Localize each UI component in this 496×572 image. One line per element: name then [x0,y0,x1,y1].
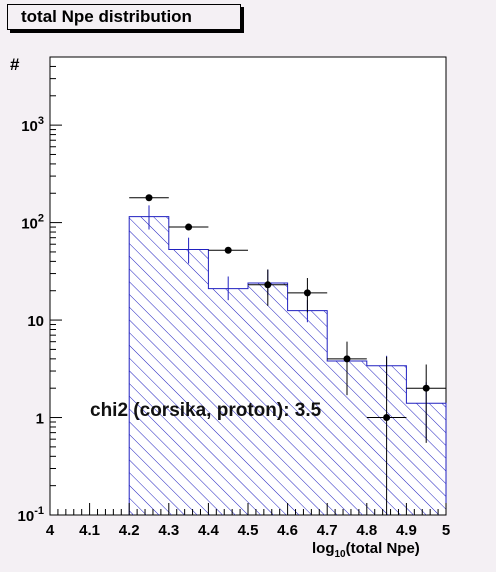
histogram-bar [287,310,328,515]
axes-layer: 4 4.1 4.2 4.3 4.4 4.5 4.6 4.7 4.8 4.9 510-11101021… [18,56,450,539]
x-tick-label: 4.1 [79,522,100,539]
x-tick-label: 4.7 [317,522,338,539]
histogram-bar [248,283,288,515]
y-tick-label: 10-1 [18,505,44,525]
data-point [224,246,232,254]
histogram-bar [208,288,248,515]
y-tick-label-exponent: 2 [38,213,44,225]
y-tick-label: 103 [21,115,44,135]
data-point [422,384,430,392]
x-tick-label: 4.5 [238,522,259,539]
x-tick-label: 4.9 [396,522,417,539]
x-tick-label: 5 [442,522,450,539]
histogram-outline [128,216,447,515]
histogram-bar [168,249,209,515]
data-point [185,223,193,231]
y-tick-label-base: 10 [18,508,35,525]
x-tick-label: 4.4 [198,522,220,539]
data-points-layer [129,194,446,515]
histogram-layer [128,205,447,515]
y-tick-label-base: 1 [36,411,44,428]
y-axis-label: # [10,55,20,74]
chart-annotation: chi2 (corsika, proton): 3.5 [90,400,322,421]
data-point [145,194,153,202]
data-point [383,414,391,422]
y-tick-label: 10 [27,313,44,330]
y-tick-label-base: 10 [27,313,44,330]
x-tick-label: 4.2 [119,522,140,539]
data-point [343,355,351,363]
histogram-bar [129,216,169,515]
data-point [303,289,311,297]
x-tick-label: 4.3 [158,522,179,539]
chart-title: total Npe distribution [7,4,241,30]
y-tick-label-exponent: 3 [38,115,44,127]
y-tick-label: 102 [21,213,44,233]
x-tick-label: 4 [46,522,55,539]
x-tick-label: 4.8 [356,522,377,539]
data-point [264,281,272,289]
y-tick-label-base: 10 [21,118,38,135]
x-axis-label-subscript: 10 [335,549,347,560]
x-axis-label-rest: (total Npe) [346,540,420,557]
y-tick-label-exponent: -1 [34,505,44,517]
y-tick-label-base: 10 [21,216,38,233]
x-tick-label: 4.6 [277,522,298,539]
x-axis-label-main: log [312,540,335,557]
y-tick-label: 1 [36,411,44,428]
x-axis-label: log10(total Npe) [312,540,420,560]
